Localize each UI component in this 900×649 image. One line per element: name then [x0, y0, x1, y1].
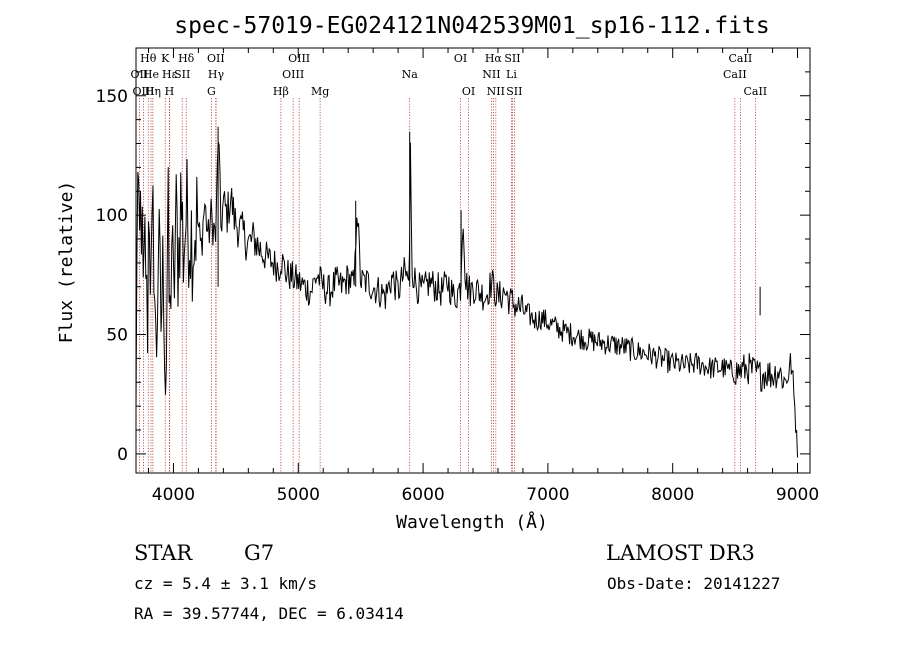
line-label: K — [161, 52, 170, 65]
line-label: Hη — [145, 85, 161, 98]
y-tick-label: 150 — [96, 87, 128, 107]
line-label: NII — [482, 68, 500, 81]
object-class: STAR — [134, 541, 193, 565]
axis-ticks: 4000 5000 6000 7000 8000 9000 0 50 100 150 — [96, 48, 819, 505]
redshift-info: cz = 5.4 ± 3.1 km/s — [134, 574, 317, 593]
line-label: OIII — [282, 68, 304, 81]
line-label: OIII — [132, 85, 154, 98]
plot-area: 4000 5000 6000 7000 8000 9000 0 50 100 150 — [96, 47, 819, 505]
line-label: CaII — [723, 68, 747, 81]
line-label: G — [207, 85, 216, 98]
y-tick-label: 50 — [106, 326, 128, 346]
line-label: Hθ — [140, 52, 157, 65]
line-label: SII — [506, 85, 522, 98]
line-label: H — [165, 85, 175, 98]
line-label: Mg — [311, 85, 329, 98]
y-tick-label: 0 — [117, 445, 128, 465]
line-label: OII — [207, 52, 225, 65]
line-label: Hε — [162, 68, 178, 81]
plot-frame — [135, 47, 811, 474]
line-label: NII — [487, 85, 505, 98]
line-label: Na — [402, 68, 419, 81]
x-tick-label: 8000 — [651, 485, 694, 505]
spectrum-line — [135, 126, 798, 458]
line-label: Hδ — [178, 52, 195, 65]
line-label: SII — [174, 68, 190, 81]
line-label: OI — [454, 52, 467, 65]
x-axis-label: Wavelength (Å) — [396, 511, 548, 533]
line-label: CaII — [729, 52, 753, 65]
x-tick-label: 7000 — [526, 485, 569, 505]
line-label: CaII — [743, 85, 767, 98]
chart-title: spec-57019-EG024121N042539M01_sp16-112.f… — [174, 13, 769, 39]
x-tick-label: 9000 — [776, 485, 819, 505]
line-label: Li — [506, 68, 517, 81]
line-label: SII — [504, 52, 520, 65]
line-label: Hα — [485, 52, 503, 65]
line-label: OIII — [288, 52, 310, 65]
line-label: OII — [131, 68, 149, 81]
observation-date: Obs-Date: 20141227 — [607, 574, 780, 593]
line-label: Hγ — [208, 68, 225, 81]
x-tick-label: 6000 — [401, 485, 444, 505]
y-axis-label: Flux (relative) — [56, 181, 77, 344]
coordinates: RA = 39.57744, DEC = 6.03414 — [134, 604, 404, 623]
object-subclass: G7 — [244, 541, 274, 565]
line-label: He — [143, 68, 159, 81]
x-tick-label: 5000 — [277, 485, 320, 505]
line-label: Hβ — [273, 85, 289, 98]
x-tick-label: 4000 — [152, 485, 195, 505]
line-label: OI — [462, 85, 475, 98]
y-tick-label: 100 — [96, 206, 128, 226]
survey-name: LAMOST DR3 — [606, 541, 755, 565]
